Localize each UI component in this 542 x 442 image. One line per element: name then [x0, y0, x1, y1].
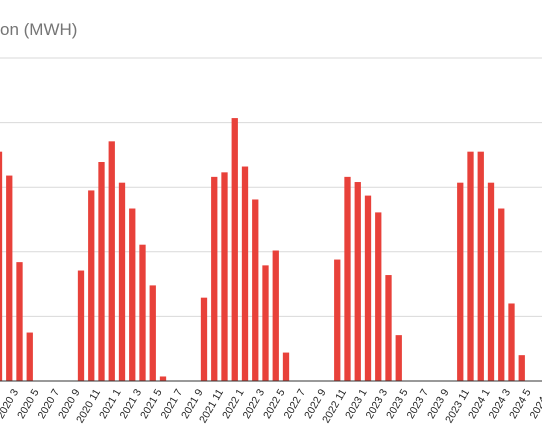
bar	[159, 376, 167, 381]
bar	[149, 285, 156, 381]
bar	[231, 118, 238, 381]
bar	[272, 250, 279, 381]
bar	[139, 244, 146, 381]
bar	[508, 303, 515, 381]
bar	[518, 355, 525, 381]
bar	[344, 176, 351, 381]
bar	[364, 195, 372, 381]
bar	[26, 332, 33, 381]
gridlines	[0, 57, 542, 317]
bar	[375, 212, 382, 381]
bar	[467, 151, 474, 381]
bar	[354, 182, 361, 381]
bar	[241, 166, 249, 381]
chart-title: on (MWH)	[0, 20, 78, 39]
bar	[77, 270, 85, 381]
bar	[211, 176, 218, 381]
bar	[395, 335, 402, 381]
bar-series	[0, 118, 525, 381]
bar	[487, 182, 495, 381]
bar	[385, 275, 392, 381]
bar	[477, 151, 484, 381]
bar	[334, 259, 341, 381]
bar	[221, 172, 228, 381]
bar	[262, 265, 269, 381]
bar	[6, 175, 13, 381]
bar	[282, 352, 290, 381]
bar	[118, 182, 126, 381]
bar	[200, 297, 208, 381]
bar	[88, 190, 95, 381]
bar	[16, 262, 23, 381]
bar	[498, 208, 505, 381]
bar	[129, 208, 136, 381]
bar	[252, 199, 259, 381]
bar	[98, 162, 105, 381]
bar	[108, 141, 115, 381]
bar	[0, 151, 3, 381]
bar	[457, 182, 464, 381]
